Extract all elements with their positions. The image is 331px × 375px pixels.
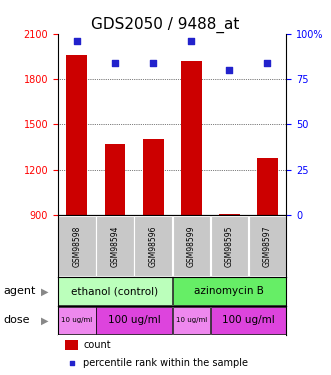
Text: azinomycin B: azinomycin B xyxy=(194,286,264,296)
Point xyxy=(188,38,194,44)
Point xyxy=(150,60,156,66)
Bar xyxy=(96,306,172,334)
Text: 100 ug/ml: 100 ug/ml xyxy=(222,315,275,326)
Point xyxy=(69,360,74,366)
Bar xyxy=(211,216,248,276)
Bar xyxy=(143,139,164,215)
Bar xyxy=(211,306,286,334)
Text: GDS2050 / 9488_at: GDS2050 / 9488_at xyxy=(91,17,240,33)
Text: agent: agent xyxy=(3,286,36,296)
Text: GSM98599: GSM98599 xyxy=(187,225,196,267)
Bar xyxy=(172,216,210,276)
Point xyxy=(264,60,270,66)
Text: 10 ug/ml: 10 ug/ml xyxy=(61,318,93,324)
Point xyxy=(74,38,79,44)
Text: 100 ug/ml: 100 ug/ml xyxy=(108,315,161,326)
Text: ▶: ▶ xyxy=(41,315,48,326)
Text: GSM98595: GSM98595 xyxy=(225,225,234,267)
Bar xyxy=(257,158,278,215)
Text: GSM98597: GSM98597 xyxy=(263,225,272,267)
Bar xyxy=(58,216,96,276)
Text: GSM98596: GSM98596 xyxy=(149,225,158,267)
Bar xyxy=(134,216,172,276)
Text: count: count xyxy=(83,340,111,350)
Bar xyxy=(65,340,78,350)
Text: ▶: ▶ xyxy=(41,286,48,296)
Bar xyxy=(58,306,96,334)
Text: ethanol (control): ethanol (control) xyxy=(71,286,159,296)
Bar xyxy=(67,55,87,215)
Bar xyxy=(96,216,134,276)
Bar xyxy=(249,216,286,276)
Text: GSM98594: GSM98594 xyxy=(111,225,119,267)
Bar xyxy=(172,306,210,334)
Bar xyxy=(219,214,240,215)
Bar xyxy=(172,278,286,305)
Point xyxy=(226,67,232,73)
Text: GSM98598: GSM98598 xyxy=(72,225,81,267)
Text: dose: dose xyxy=(3,315,30,326)
Bar xyxy=(105,144,125,215)
Text: percentile rank within the sample: percentile rank within the sample xyxy=(83,358,248,368)
Point xyxy=(112,60,118,66)
Bar xyxy=(58,278,172,305)
Text: 10 ug/ml: 10 ug/ml xyxy=(175,318,207,324)
Bar xyxy=(181,61,202,215)
